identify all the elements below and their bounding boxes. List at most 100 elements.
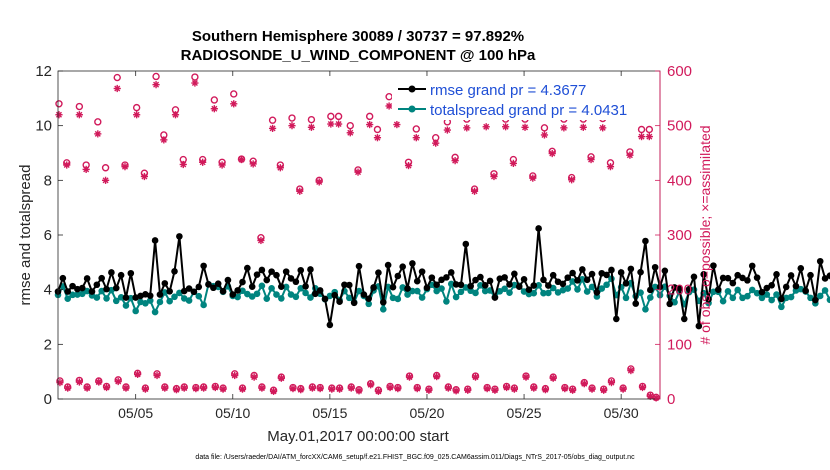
obs-assimilated-marker [413, 385, 421, 393]
rmse-point [69, 282, 76, 290]
rmse-point [734, 271, 741, 279]
obs-assimilated-marker [56, 379, 64, 387]
totalspread-point [195, 292, 203, 300]
totalspread-point [326, 292, 334, 300]
rmse-point [384, 261, 392, 269]
totalspread-point [409, 287, 416, 295]
totalspread-point [598, 285, 606, 292]
rmse-point [365, 295, 373, 302]
obs-assimilated-marker [219, 385, 227, 393]
rmse-point [632, 300, 640, 307]
rmse-point [413, 277, 421, 285]
totalspread-point [637, 289, 644, 296]
obs-assimilated-marker [296, 187, 304, 195]
obs-assimilated-marker [327, 120, 335, 128]
totalspread-point [734, 286, 741, 294]
totalspread-point [117, 294, 125, 301]
rmse-point [229, 291, 237, 298]
rmse-point [239, 278, 246, 286]
rmse-point [724, 274, 732, 282]
rmse-point [511, 270, 518, 278]
rmse-point [651, 263, 659, 271]
totalspread-point [729, 294, 737, 302]
rmse-point [331, 291, 339, 299]
obs-assimilated-marker [191, 79, 199, 87]
rmse-point [676, 285, 683, 292]
rmse-point [83, 275, 91, 282]
obs-assimilated-marker [529, 174, 537, 182]
rmse-point [103, 285, 110, 293]
totalspread-point [472, 289, 479, 297]
totalspread-point [583, 288, 591, 295]
totalspread-point [394, 295, 402, 303]
rmse-point [525, 286, 533, 293]
totalspread-point [413, 287, 421, 295]
totalspread-point [74, 291, 81, 298]
obs-possible-marker [637, 125, 646, 134]
obs-assimilated-marker [374, 387, 383, 395]
rmse-point [477, 273, 484, 281]
totalspread-point [535, 281, 542, 289]
totalspread-point [93, 294, 101, 301]
rmse-point [515, 283, 523, 290]
rmse-point [210, 284, 217, 292]
rmse-point [452, 281, 460, 288]
totalspread-point [253, 290, 261, 298]
obs-possible-marker [327, 112, 335, 121]
obs-assimilated-marker [315, 178, 323, 186]
rmse-point [579, 266, 586, 273]
totalspread-point [748, 286, 756, 294]
x-tick-label: 05/05 [118, 405, 153, 421]
rmse-point [287, 275, 295, 282]
obs-assimilated-marker [141, 385, 149, 393]
obs-assimilated-marker [637, 133, 646, 141]
rmse-point [685, 285, 693, 293]
rmse-point [690, 273, 698, 281]
rmse-point [433, 281, 440, 289]
totalspread-point [758, 294, 766, 302]
obs-possible-marker [113, 73, 121, 82]
obs-assimilated-marker [607, 379, 616, 387]
totalspread-point [651, 283, 659, 291]
rmse-point [457, 281, 465, 289]
totalspread-point [112, 297, 120, 305]
obs-assimilated-marker [277, 374, 285, 382]
y-axis-right-label: # of obs: o=possible; ×=assimilated [697, 125, 713, 344]
obs-assimilated-marker [218, 161, 226, 169]
rmse-point [428, 274, 436, 281]
totalspread-point [379, 306, 387, 313]
obs-assimilated-marker [626, 151, 634, 159]
y-axis-right: 0 100 200 300 400 500 600 [655, 63, 692, 408]
obs-assimilated-marker [540, 131, 549, 139]
rmse-point [613, 315, 620, 323]
obs-assimilated-marker [94, 130, 102, 138]
rmse-point [171, 268, 178, 275]
rmse-point [821, 275, 829, 282]
totalspread-point [603, 281, 610, 289]
totalspread-point [443, 298, 450, 305]
x-tick-label: 05/15 [312, 405, 347, 421]
data-file-footnote: data file: /Users/raeder/DAI/ATM_forcXX/… [195, 454, 635, 461]
x-tick-label: 05/20 [409, 405, 444, 421]
rmse-point [768, 281, 775, 289]
obs-assimilated-marker [502, 123, 510, 131]
totalspread-point [501, 285, 508, 293]
obs-assimilated-marker [482, 123, 490, 131]
obs-possible-marker [230, 90, 238, 98]
rmse-point [807, 271, 814, 279]
obs-assimilated-marker [412, 134, 420, 142]
totalspread-point [83, 287, 91, 295]
y-right-tick-label: 0 [667, 391, 675, 408]
rmse-point [481, 281, 489, 289]
rmse-point [219, 288, 227, 295]
obs-assimilated-marker [645, 133, 653, 141]
y-left-tick-label: 0 [44, 391, 52, 408]
totalspread-point [447, 280, 455, 288]
obs-assimilated-marker [354, 168, 362, 176]
chart-title-line1: Southern Hemisphere 30089 / 30737 = 97.8… [192, 28, 524, 45]
y-left-tick-label: 2 [44, 336, 52, 353]
obs-assimilated-marker [471, 373, 480, 381]
obs-assimilated-marker [257, 236, 265, 245]
rmse-point [278, 283, 285, 290]
obs-assimilated-marker [308, 384, 316, 392]
